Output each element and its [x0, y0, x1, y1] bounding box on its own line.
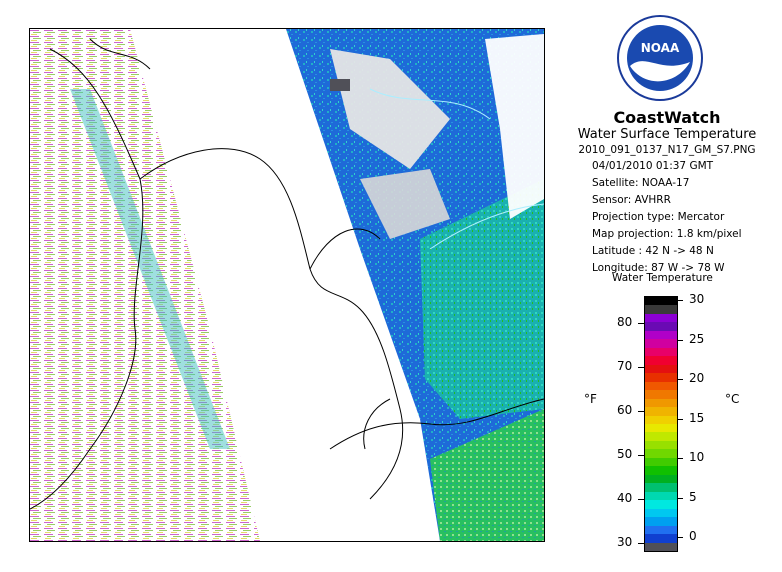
color-swatch [645, 491, 677, 501]
fahrenheit-tick-label: 30 [617, 535, 633, 549]
meta-sensor: Sensor: AVHRR [592, 194, 671, 206]
noaa-logo: NOAA [616, 14, 704, 102]
color-swatch [645, 390, 677, 400]
color-swatch [645, 525, 677, 535]
color-swatch [645, 474, 677, 484]
color-swatch [645, 534, 677, 544]
color-swatch [645, 517, 677, 527]
color-swatch [645, 313, 677, 323]
cloud-patch [330, 49, 450, 169]
meta-latitude: Latitude : 42 N -> 48 N [592, 245, 714, 257]
fahrenheit-tick-label: 40 [617, 491, 633, 505]
color-swatch [645, 364, 677, 374]
cloud-patch-3 [485, 34, 544, 219]
color-swatch [645, 483, 677, 493]
fahrenheit-tick-label: 50 [617, 447, 633, 461]
land-mask [330, 79, 350, 91]
fahrenheit-tick-label: 80 [617, 315, 633, 329]
meta-map-projection: Map projection: 1.8 km/pixel [592, 228, 742, 240]
fahrenheit-tick [638, 323, 644, 324]
color-swatch [645, 322, 677, 332]
fahrenheit-tick [638, 543, 644, 544]
celsius-unit: °C [725, 392, 740, 406]
satellite-map [29, 28, 545, 542]
meta-datetime: 04/01/2010 01:37 GMT [592, 160, 714, 172]
celsius-tick-label: 25 [689, 331, 705, 346]
cloud-scanlines [30, 29, 260, 541]
data-strip [70, 89, 230, 449]
color-swatch [645, 398, 677, 408]
celsius-tick [677, 497, 683, 499]
brand-title: CoastWatch [613, 108, 721, 127]
lake-erie-region [430, 409, 544, 541]
color-swatch [645, 466, 677, 476]
celsius-tick-label: 15 [689, 410, 705, 425]
product-title: Water Surface Temperature [577, 127, 757, 142]
fahrenheit-tick-label: 60 [617, 403, 633, 417]
celsius-tick [677, 537, 683, 538]
celsius-tick [677, 458, 683, 459]
celsius-tick-label: 30 [689, 292, 705, 306]
color-swatch [645, 542, 677, 552]
color-swatch [645, 449, 677, 459]
map-image [30, 29, 544, 541]
fahrenheit-tick [638, 455, 644, 456]
color-swatch [645, 347, 677, 357]
meta-projection-type: Projection type: Mercator [592, 211, 725, 223]
celsius-tick-label: 10 [689, 450, 705, 464]
temperature-color-scale [644, 296, 678, 552]
color-swatch [645, 432, 677, 442]
legend-title: Water Temperature [612, 272, 713, 284]
meta-satellite: Satellite: NOAA-17 [592, 177, 690, 189]
color-swatch [645, 381, 677, 391]
color-swatch [645, 330, 677, 340]
fahrenheit-tick [638, 367, 644, 368]
meta-longitude: Longitude: 87 W -> 78 W [592, 262, 725, 274]
info-panel: CoastWatch Water Surface Temperature 201… [552, 108, 782, 156]
color-swatch [645, 297, 677, 306]
color-swatch [645, 508, 677, 518]
fahrenheit-tick [638, 411, 644, 412]
color-swatch [645, 457, 677, 467]
celsius-tick [677, 379, 683, 380]
color-swatch [645, 500, 677, 510]
celsius-tick [677, 339, 683, 341]
color-swatch [645, 415, 677, 425]
color-swatch [645, 356, 677, 366]
color-swatch [645, 339, 677, 349]
color-swatch [645, 373, 677, 383]
celsius-tick-label: 0 [689, 529, 697, 543]
celsius-tick [677, 418, 683, 420]
color-swatch [645, 407, 677, 417]
celsius-tick [677, 300, 683, 301]
land-region [420, 179, 544, 419]
fahrenheit-unit: °F [584, 392, 597, 406]
svg-text:NOAA: NOAA [641, 41, 680, 55]
color-swatch [645, 305, 677, 315]
noaa-emblem-icon: NOAA [617, 15, 703, 101]
cloud-patch-2 [360, 169, 450, 239]
fahrenheit-tick-label: 70 [617, 359, 633, 373]
file-name: 2010_091_0137_N17_GM_S7.PNG [578, 144, 756, 156]
fahrenheit-tick [638, 499, 644, 500]
celsius-tick-label: 5 [689, 489, 697, 504]
color-swatch [645, 440, 677, 450]
color-swatch [645, 424, 677, 433]
celsius-tick-label: 20 [689, 371, 705, 385]
